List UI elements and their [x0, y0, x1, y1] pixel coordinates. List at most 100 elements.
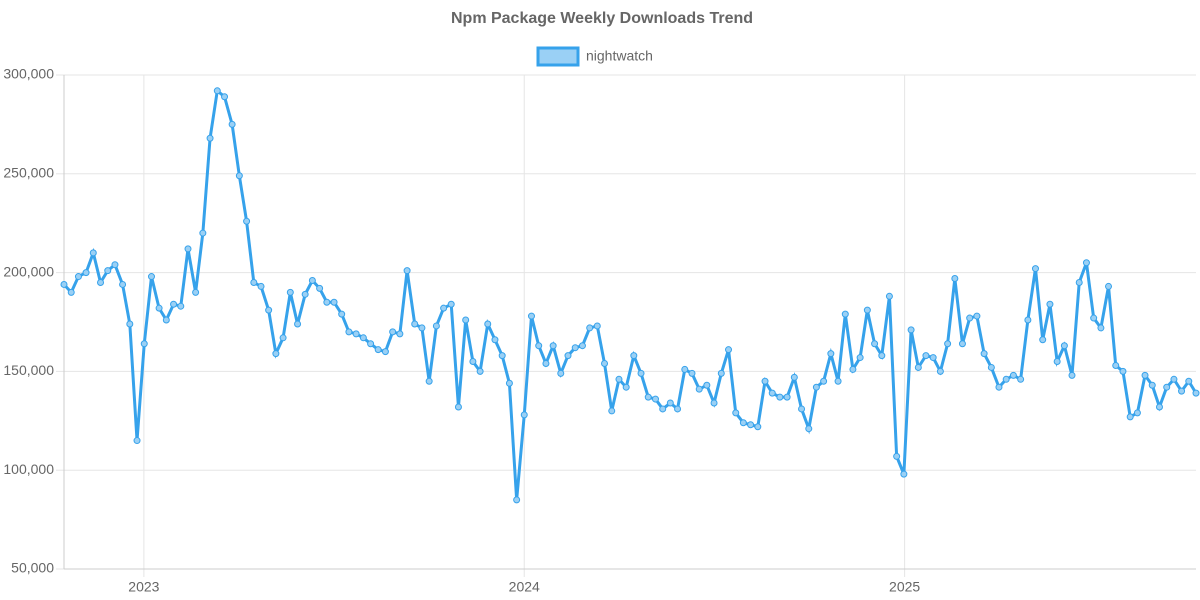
- y-tick-label: 100,000: [3, 461, 54, 477]
- data-point: [805, 425, 813, 433]
- data-point: [630, 352, 638, 360]
- data-point: [783, 393, 791, 401]
- data-point: [1097, 324, 1105, 332]
- data-point: [359, 334, 367, 342]
- data-point: [1068, 371, 1076, 379]
- data-point: [732, 409, 740, 417]
- data-point: [170, 300, 178, 308]
- y-tick-label: 250,000: [3, 165, 54, 181]
- data-point: [1075, 278, 1083, 286]
- data-point: [447, 300, 455, 308]
- data-point: [1155, 403, 1163, 411]
- data-point: [104, 267, 112, 275]
- data-point: [907, 326, 915, 334]
- data-point: [97, 278, 105, 286]
- data-point: [1141, 371, 1149, 379]
- data-point: [1119, 367, 1127, 375]
- data-point: [681, 365, 689, 373]
- data-point: [849, 365, 857, 373]
- data-point: [147, 273, 155, 281]
- data-point: [1112, 361, 1120, 369]
- data-point: [1002, 375, 1010, 383]
- data-point: [644, 393, 652, 401]
- data-point: [345, 328, 353, 336]
- y-tick-label: 150,000: [3, 362, 54, 378]
- data-point: [564, 352, 572, 360]
- data-point: [126, 320, 134, 328]
- data-point: [601, 359, 609, 367]
- data-point: [162, 316, 170, 324]
- data-point: [951, 275, 959, 283]
- data-point: [622, 383, 630, 391]
- y-tick-label: 200,000: [3, 263, 54, 279]
- data-point: [929, 354, 937, 362]
- data-point: [484, 320, 492, 328]
- data-point: [863, 306, 871, 314]
- data-point: [403, 267, 411, 275]
- data-point: [454, 403, 462, 411]
- legend: nightwatch: [536, 46, 653, 67]
- data-point: [703, 381, 711, 389]
- data-point: [659, 405, 667, 413]
- data-point: [834, 377, 842, 385]
- data-point: [856, 354, 864, 362]
- data-point: [900, 470, 908, 478]
- data-point: [272, 350, 280, 358]
- data-point: [1090, 314, 1098, 322]
- data-point: [381, 348, 389, 356]
- data-point: [1031, 265, 1039, 273]
- data-point: [1082, 259, 1090, 267]
- data-point: [411, 320, 419, 328]
- data-point: [352, 330, 360, 338]
- data-point: [885, 292, 893, 300]
- data-point: [338, 310, 346, 318]
- data-point: [177, 302, 185, 310]
- data-point: [798, 405, 806, 413]
- data-point: [221, 93, 229, 101]
- data-point: [279, 334, 287, 342]
- x-tick-label: 2023: [128, 579, 159, 595]
- chart-title: Npm Package Weekly Downloads Trend: [451, 10, 753, 27]
- data-point: [1024, 316, 1032, 324]
- x-tick-label: 2024: [509, 579, 540, 595]
- data-point: [425, 377, 433, 385]
- data-point: [944, 340, 952, 348]
- data-point: [987, 363, 995, 371]
- data-point: [578, 342, 586, 350]
- data-point: [1017, 375, 1025, 383]
- series-line: [62, 87, 1198, 500]
- data-point: [820, 377, 828, 385]
- data-point: [1060, 342, 1068, 350]
- data-point: [250, 278, 258, 286]
- data-point: [841, 310, 849, 318]
- data-point: [542, 359, 550, 367]
- data-point: [1133, 409, 1141, 417]
- data-point: [367, 340, 375, 348]
- legend-label: nightwatch: [586, 48, 653, 64]
- data-point: [228, 120, 236, 128]
- data-point: [747, 421, 755, 429]
- data-point: [74, 273, 82, 281]
- data-point: [739, 419, 747, 427]
- data-point: [973, 312, 981, 320]
- data-point: [294, 320, 302, 328]
- data-point: [184, 245, 192, 253]
- y-tick-label: 300,000: [3, 66, 54, 82]
- data-point: [776, 393, 784, 401]
- data-point: [922, 352, 930, 360]
- data-point: [893, 452, 901, 460]
- data-point: [155, 304, 163, 312]
- data-point: [111, 261, 119, 269]
- data-point: [206, 134, 214, 142]
- data-point: [1126, 413, 1134, 421]
- data-point: [958, 340, 966, 348]
- data-point: [666, 399, 674, 407]
- data-point: [980, 350, 988, 358]
- data-point: [936, 367, 944, 375]
- data-point: [140, 340, 148, 348]
- y-tick-label: 50,000: [11, 560, 54, 576]
- data-point: [418, 324, 426, 332]
- data-point: [790, 373, 798, 381]
- data-point: [82, 269, 90, 277]
